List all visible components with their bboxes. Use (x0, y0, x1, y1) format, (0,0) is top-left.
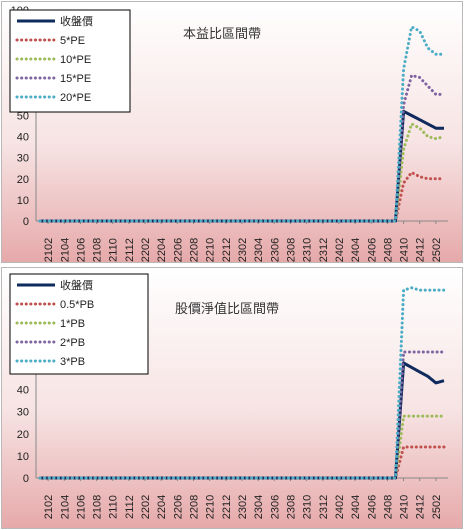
x-tick-label: 2408 (382, 238, 394, 262)
x-tick-label: 2402 (334, 238, 346, 262)
legend: 收盤價 5*PE 10*PE 15*PE 20*PE (9, 9, 131, 113)
y-tick-label: 10 (17, 195, 29, 207)
x-tick-label: 2404 (350, 238, 362, 262)
y-tick-label: 20 (17, 429, 29, 441)
legend-label: 3*PB (60, 356, 85, 368)
series-line (40, 109, 444, 223)
y-tick-label: 30 (17, 407, 29, 419)
x-tick-label: 2304 (253, 495, 265, 519)
x-tick-label: 2102 (43, 495, 55, 519)
x-tick-label: 2404 (350, 495, 362, 519)
x-tick-label: 2406 (366, 495, 378, 519)
x-tick-label: 2412 (415, 238, 427, 262)
x-tick-label: 2312 (318, 238, 330, 262)
x-tick-label: 2102 (43, 238, 55, 262)
series-line (38, 414, 446, 480)
x-tick-label: 2210 (205, 238, 217, 262)
legend-label: 收盤價 (60, 14, 93, 28)
legend-label: 收盤價 (60, 278, 93, 292)
x-tick-label: 2210 (205, 495, 217, 519)
x-tick-label: 2306 (269, 238, 281, 262)
x-tick-label: 2408 (382, 495, 394, 519)
x-tick-label: 2410 (399, 495, 411, 519)
chart-title: 本益比區間帶 (183, 26, 261, 41)
x-tick-label: 2502 (431, 495, 443, 519)
y-tick-label: 0 (23, 473, 29, 485)
legend-box (9, 273, 149, 375)
x-tick-label: 2104 (59, 495, 71, 519)
y-tick-label: 20 (17, 174, 29, 186)
legend-label: 20*PE (60, 92, 91, 104)
x-tick-label: 2206 (172, 495, 184, 519)
legend-label: 0.5*PB (60, 299, 94, 311)
series-line (38, 25, 446, 223)
x-tick-label: 2312 (318, 495, 330, 519)
y-tick-label: 40 (17, 132, 29, 144)
pe-band-chart: 0102030405060708090100210221042106210821… (9, 5, 448, 262)
x-tick-label: 2112 (124, 495, 136, 519)
x-tick-label: 2206 (172, 238, 184, 262)
x-tick-label: 2302 (237, 495, 249, 519)
x-tick-label: 2308 (285, 238, 297, 262)
chart-title: 股價淨值比區間帶 (175, 301, 279, 316)
series-line (40, 361, 445, 480)
legend: 收盤價 0.5*PB 1*PB 2*PB 3*PB (9, 273, 149, 375)
x-tick-label: 2104 (59, 238, 71, 262)
x-tick-label: 2112 (124, 238, 136, 262)
x-tick-label: 2106 (75, 495, 87, 519)
x-tick-label: 2310 (302, 495, 314, 519)
series-line (38, 122, 446, 223)
x-tick-label: 2410 (399, 238, 411, 262)
series-line (38, 445, 446, 480)
x-tick-label: 2204 (156, 238, 168, 262)
x-tick-label: 2108 (92, 495, 104, 519)
x-tick-label: 2110 (108, 238, 120, 262)
y-tick-label: 10 (17, 451, 29, 463)
pb-band-chart-panel: 0102030405060708090210221042106210821102… (1, 267, 463, 529)
y-tick-label: 40 (17, 385, 29, 397)
series-line (38, 171, 446, 223)
x-tick-label: 2208 (189, 495, 201, 519)
y-tick-label: 30 (17, 153, 29, 165)
pb-band-chart: 0102030405060708090210221042106210821102… (9, 273, 448, 519)
x-tick-label: 2212 (221, 238, 233, 262)
x-tick-label: 2208 (189, 238, 201, 262)
x-tick-label: 2402 (334, 495, 346, 519)
x-tick-label: 2202 (140, 238, 152, 262)
legend-label: 2*PB (60, 337, 85, 349)
x-tick-label: 2302 (237, 238, 249, 262)
legend-label: 5*PE (60, 35, 85, 47)
x-tick-label: 2406 (366, 238, 378, 262)
x-tick-label: 2202 (140, 495, 152, 519)
x-tick-label: 2412 (415, 495, 427, 519)
y-tick-label: 0 (23, 216, 29, 228)
x-tick-label: 2106 (75, 238, 87, 262)
legend-label: 10*PE (60, 54, 91, 66)
legend-label: 1*PB (60, 318, 85, 330)
x-tick-label: 2110 (108, 495, 120, 519)
series-line (38, 286, 446, 480)
legend-box (9, 9, 131, 113)
x-tick-label: 2204 (156, 495, 168, 519)
legend-label: 15*PE (60, 73, 91, 85)
x-tick-label: 2212 (221, 495, 233, 519)
x-tick-label: 2502 (431, 238, 443, 262)
x-tick-label: 2306 (269, 495, 281, 519)
x-tick-label: 2310 (302, 238, 314, 262)
y-tick-label: 50 (17, 111, 29, 123)
x-tick-label: 2108 (92, 238, 104, 262)
x-tick-label: 2304 (253, 238, 265, 262)
x-tick-label: 2308 (285, 495, 297, 519)
pe-band-chart-panel: 0102030405060708090100210221042106210821… (1, 1, 463, 263)
